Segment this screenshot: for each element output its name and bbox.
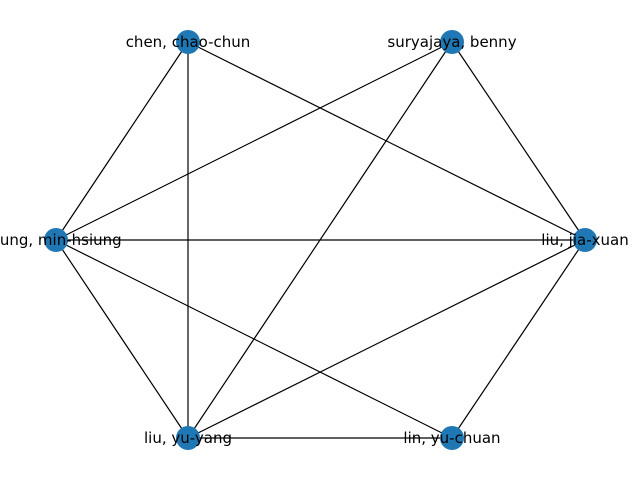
node-label-suryajaya: suryajaya, benny [387,33,516,51]
edge-suryajaya-hung [55,41,453,241]
node-layer [44,30,597,450]
edge-liujx-lin [451,239,586,439]
edge-suryajaya-liujx [451,41,586,241]
node-liujx [573,228,597,252]
edge-chen-hung [55,41,189,241]
edge-hung-lin [55,239,453,439]
node-lin [440,426,464,450]
edge-hung-liuyy [55,239,189,439]
label-layer: chen, chao-chun suryajaya, benny hung, min… [0,33,629,447]
node-label-chen: chen, chao-chun [126,33,251,51]
node-label-liuyy: liu, yu-yang [144,429,232,447]
node-label-lin: lin, yu-chuan [403,429,500,447]
node-label-liujx: liu, jia-xuan [541,231,628,249]
node-liuyy [176,426,200,450]
node-suryajaya [440,30,464,54]
node-label-hung: hung, min-hsiung [0,231,122,249]
edge-layer [55,41,586,439]
node-chen [176,30,200,54]
node-hung [44,228,68,252]
edge-liujx-liuyy [187,239,586,439]
